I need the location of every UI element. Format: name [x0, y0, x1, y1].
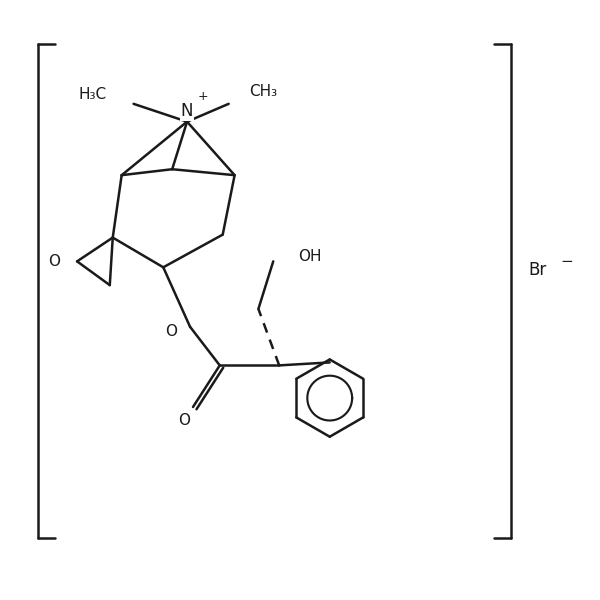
Text: CH₃: CH₃	[250, 85, 278, 100]
Text: OH: OH	[298, 249, 322, 264]
Text: H₃C: H₃C	[79, 88, 107, 103]
Text: −: −	[560, 254, 573, 269]
Text: O: O	[165, 324, 177, 339]
Text: Br: Br	[529, 261, 547, 279]
Text: O: O	[178, 413, 190, 428]
Text: N: N	[181, 102, 193, 120]
Text: +: +	[197, 90, 208, 103]
Text: O: O	[49, 254, 61, 269]
